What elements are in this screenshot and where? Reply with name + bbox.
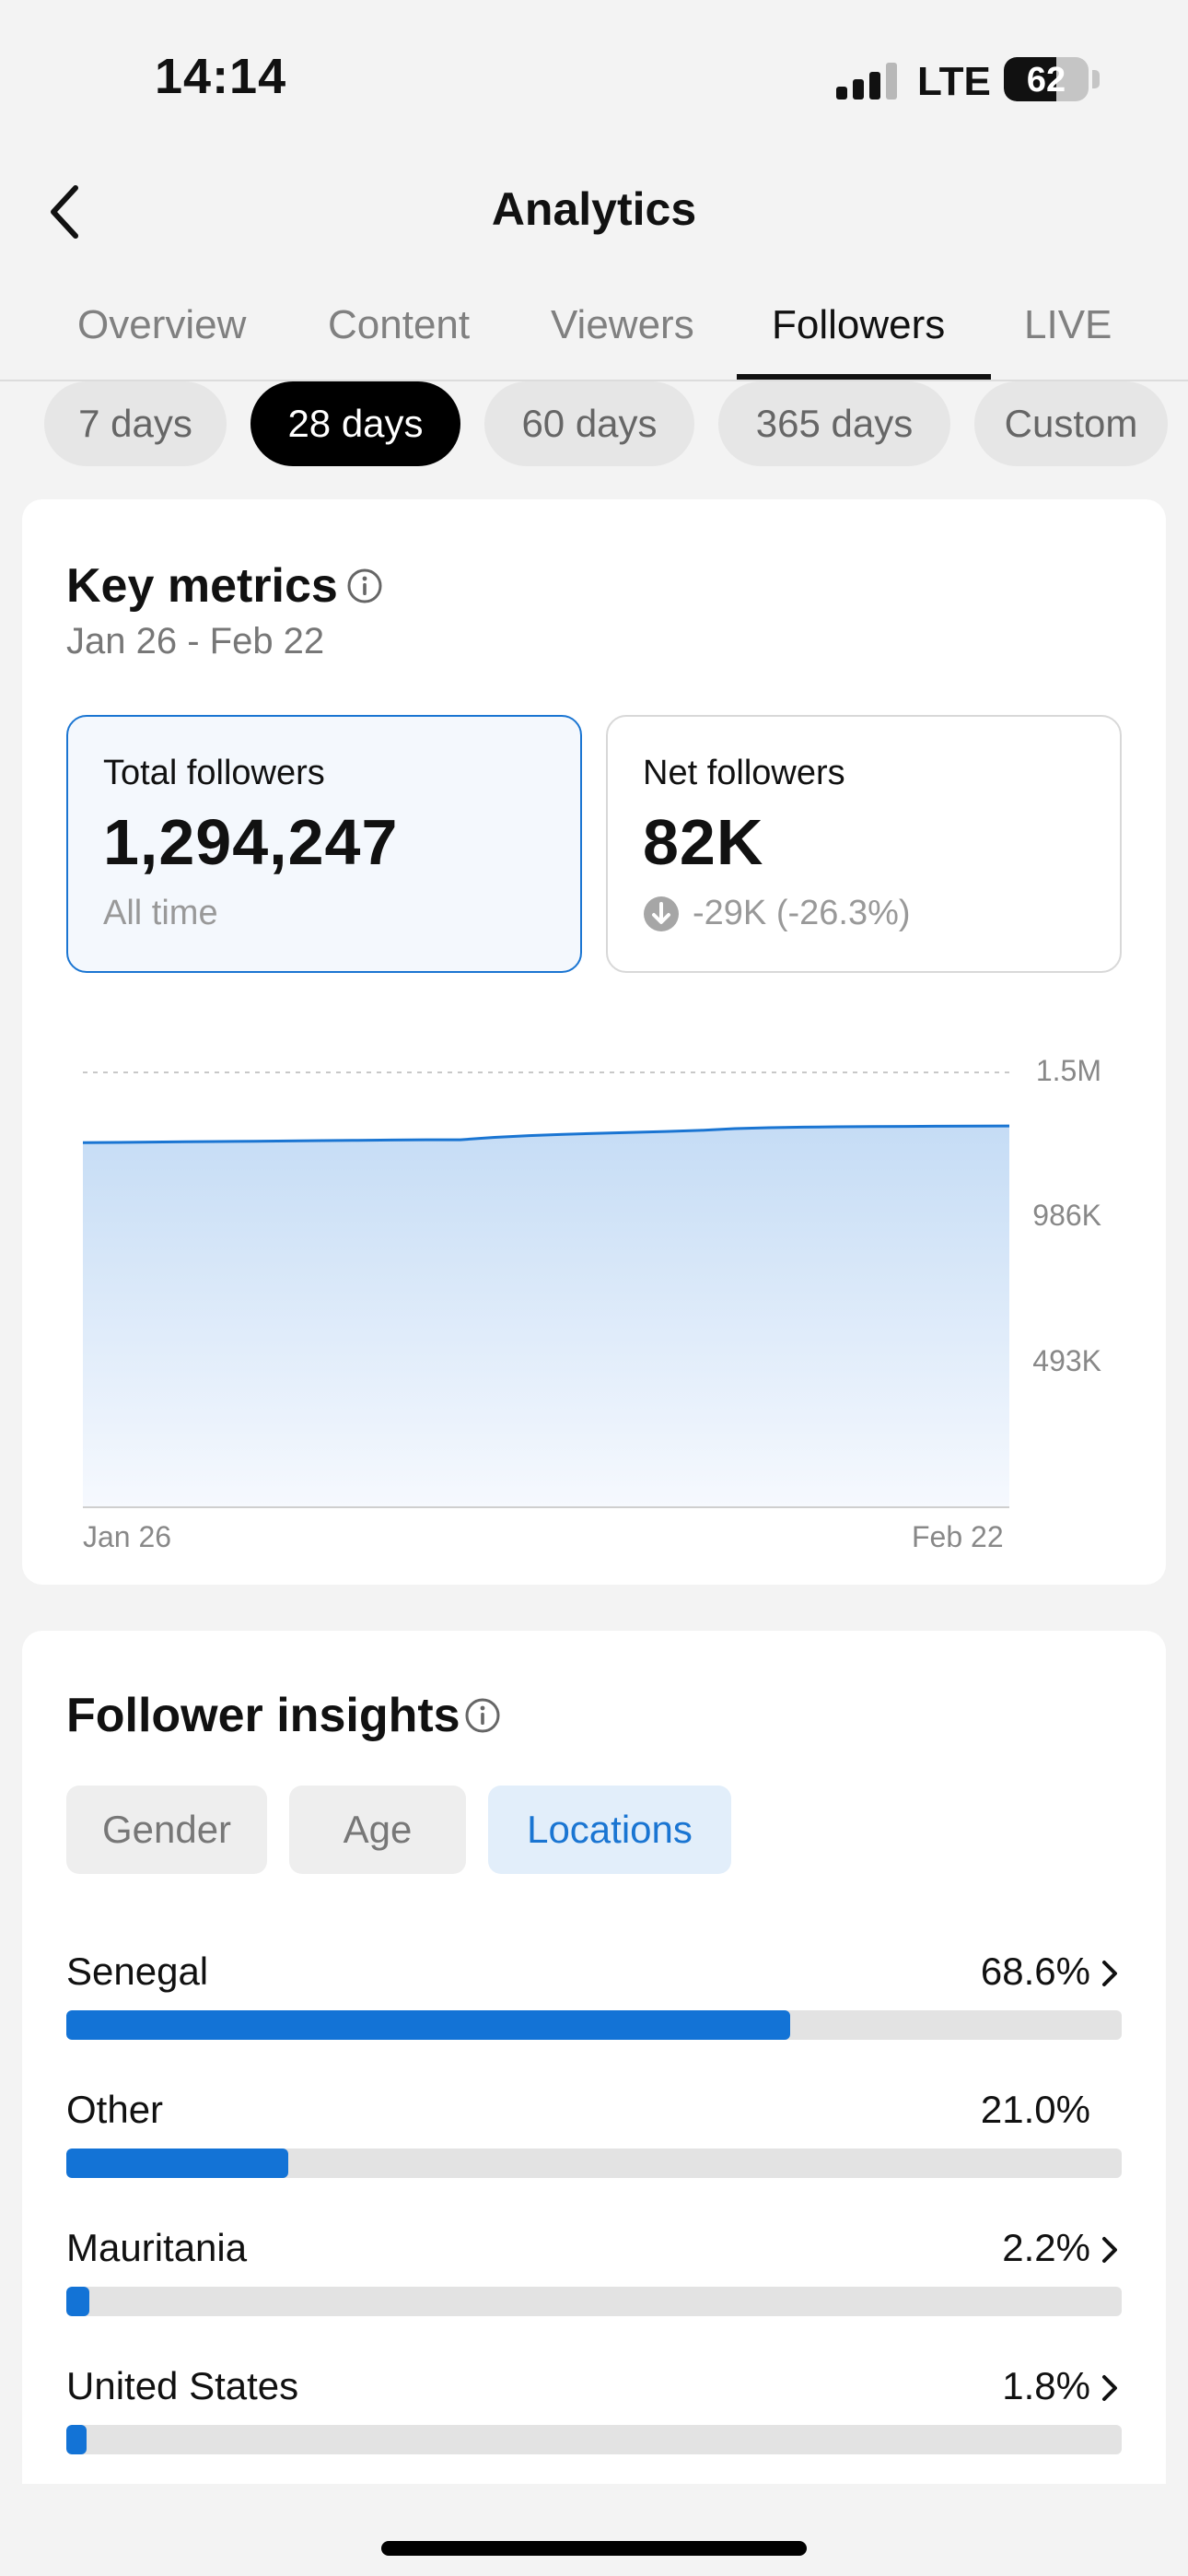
tab-viewers[interactable]: Viewers [551, 302, 694, 347]
location-bar-track [66, 2149, 1122, 2178]
page-title: Analytics [491, 183, 697, 235]
key-metrics-card: Key metrics Jan 26 - Feb 22 Total follow… [22, 499, 1166, 1585]
tab-content[interactable]: Content [328, 302, 471, 347]
info-icon[interactable] [464, 1697, 501, 1734]
x-tick-label-end: Feb 22 [912, 1520, 1004, 1553]
location-row[interactable]: United States 1.8% [66, 2364, 1122, 2465]
tab-followers[interactable]: Followers [772, 302, 946, 347]
location-row[interactable]: Senegal 68.6% [66, 1950, 1122, 2051]
location-bar-track [66, 2425, 1122, 2454]
net-followers-delta: -29K (-26.3%) [643, 894, 911, 933]
followers-area [83, 1126, 1009, 1507]
net-followers-delta-text: -29K (-26.3%) [693, 894, 911, 932]
tab-active-indicator [737, 374, 991, 380]
segment-locations[interactable]: Locations [488, 1786, 731, 1874]
location-bar-fill [66, 2425, 87, 2454]
location-bar-fill [66, 2149, 288, 2178]
home-indicator[interactable] [381, 2541, 807, 2556]
location-row[interactable]: Mauritania 2.2% [66, 2226, 1122, 2327]
followers-area-chart [82, 1071, 1010, 1508]
net-followers-label: Net followers [643, 754, 845, 792]
location-name: Senegal [66, 1950, 209, 1993]
status-bar: 14:14 LTE 62 [0, 0, 1188, 147]
segment-age[interactable]: Age [289, 1786, 466, 1874]
signal-icon [836, 61, 899, 100]
followers-chart[interactable]: 1.5M 986K 493K Jan 26 Feb 22 [22, 1015, 1166, 1568]
location-bar-fill [66, 2010, 791, 2040]
location-bar-track [66, 2010, 1122, 2040]
range-365-days[interactable]: 365 days [718, 381, 950, 466]
chevron-right-icon [1102, 2237, 1117, 2263]
location-percent: 1.8% [1002, 2364, 1090, 2407]
battery-level: 62 [1026, 61, 1066, 100]
battery-icon: 62 [1004, 57, 1089, 101]
y-tick-label: 1.5M [1035, 1054, 1101, 1087]
location-percent: 21.0% [980, 2088, 1090, 2131]
location-name: Other [66, 2088, 164, 2131]
status-time: 14:14 [155, 49, 287, 104]
location-name: Mauritania [66, 2226, 248, 2269]
range-28-days[interactable]: 28 days [250, 381, 460, 466]
chevron-left-icon [51, 185, 78, 239]
segment-gender[interactable]: Gender [66, 1786, 267, 1874]
key-metrics-title: Key metrics [66, 559, 338, 613]
arrow-down-circle-icon [644, 896, 679, 931]
location-percent: 68.6% [980, 1950, 1090, 1993]
chevron-right-icon [1102, 2375, 1117, 2401]
range-custom[interactable]: Custom [974, 381, 1168, 466]
range-60-days[interactable]: 60 days [484, 381, 694, 466]
tab-live[interactable]: LIVE [1024, 302, 1112, 347]
follower-insights-title: Follower insights [66, 1689, 460, 1742]
location-bar-track [66, 2287, 1122, 2316]
battery-cap [1092, 70, 1100, 88]
net-followers-value: 82K [643, 806, 764, 878]
y-tick-label: 986K [1032, 1199, 1101, 1233]
total-followers-value: 1,294,247 [103, 806, 399, 878]
x-tick-label-start: Jan 26 [83, 1520, 172, 1553]
range-7-days[interactable]: 7 days [44, 381, 227, 466]
location-percent: 2.2% [1002, 2226, 1090, 2269]
back-button[interactable] [37, 180, 92, 244]
date-range-label: Jan 26 - Feb 22 [66, 621, 325, 662]
location-row: Other 21.0% [66, 2088, 1122, 2189]
followers-line [82, 1124, 1010, 1144]
info-icon[interactable] [346, 568, 383, 604]
y-tick-label: 493K [1032, 1343, 1101, 1377]
chevron-right-icon [1102, 1961, 1117, 1986]
location-bar-fill [66, 2287, 90, 2316]
network-type: LTE [917, 59, 991, 104]
follower-insights-card: Follower insights Gender Age Locations S… [22, 1631, 1166, 2484]
tab-overview[interactable]: Overview [77, 302, 247, 347]
total-followers-period: All time [103, 894, 218, 932]
analytics-tabs: Overview Content Viewers Followers LIVE [0, 293, 1188, 381]
net-followers-card[interactable]: Net followers 82K -29K (-26.3%) [606, 715, 1122, 973]
total-followers-label: Total followers [103, 754, 325, 792]
total-followers-card[interactable]: Total followers 1,294,247 All time [66, 715, 582, 973]
location-name: United States [66, 2364, 299, 2407]
date-range-selector: 7 days 28 days 60 days 365 days Custom [0, 381, 1188, 466]
